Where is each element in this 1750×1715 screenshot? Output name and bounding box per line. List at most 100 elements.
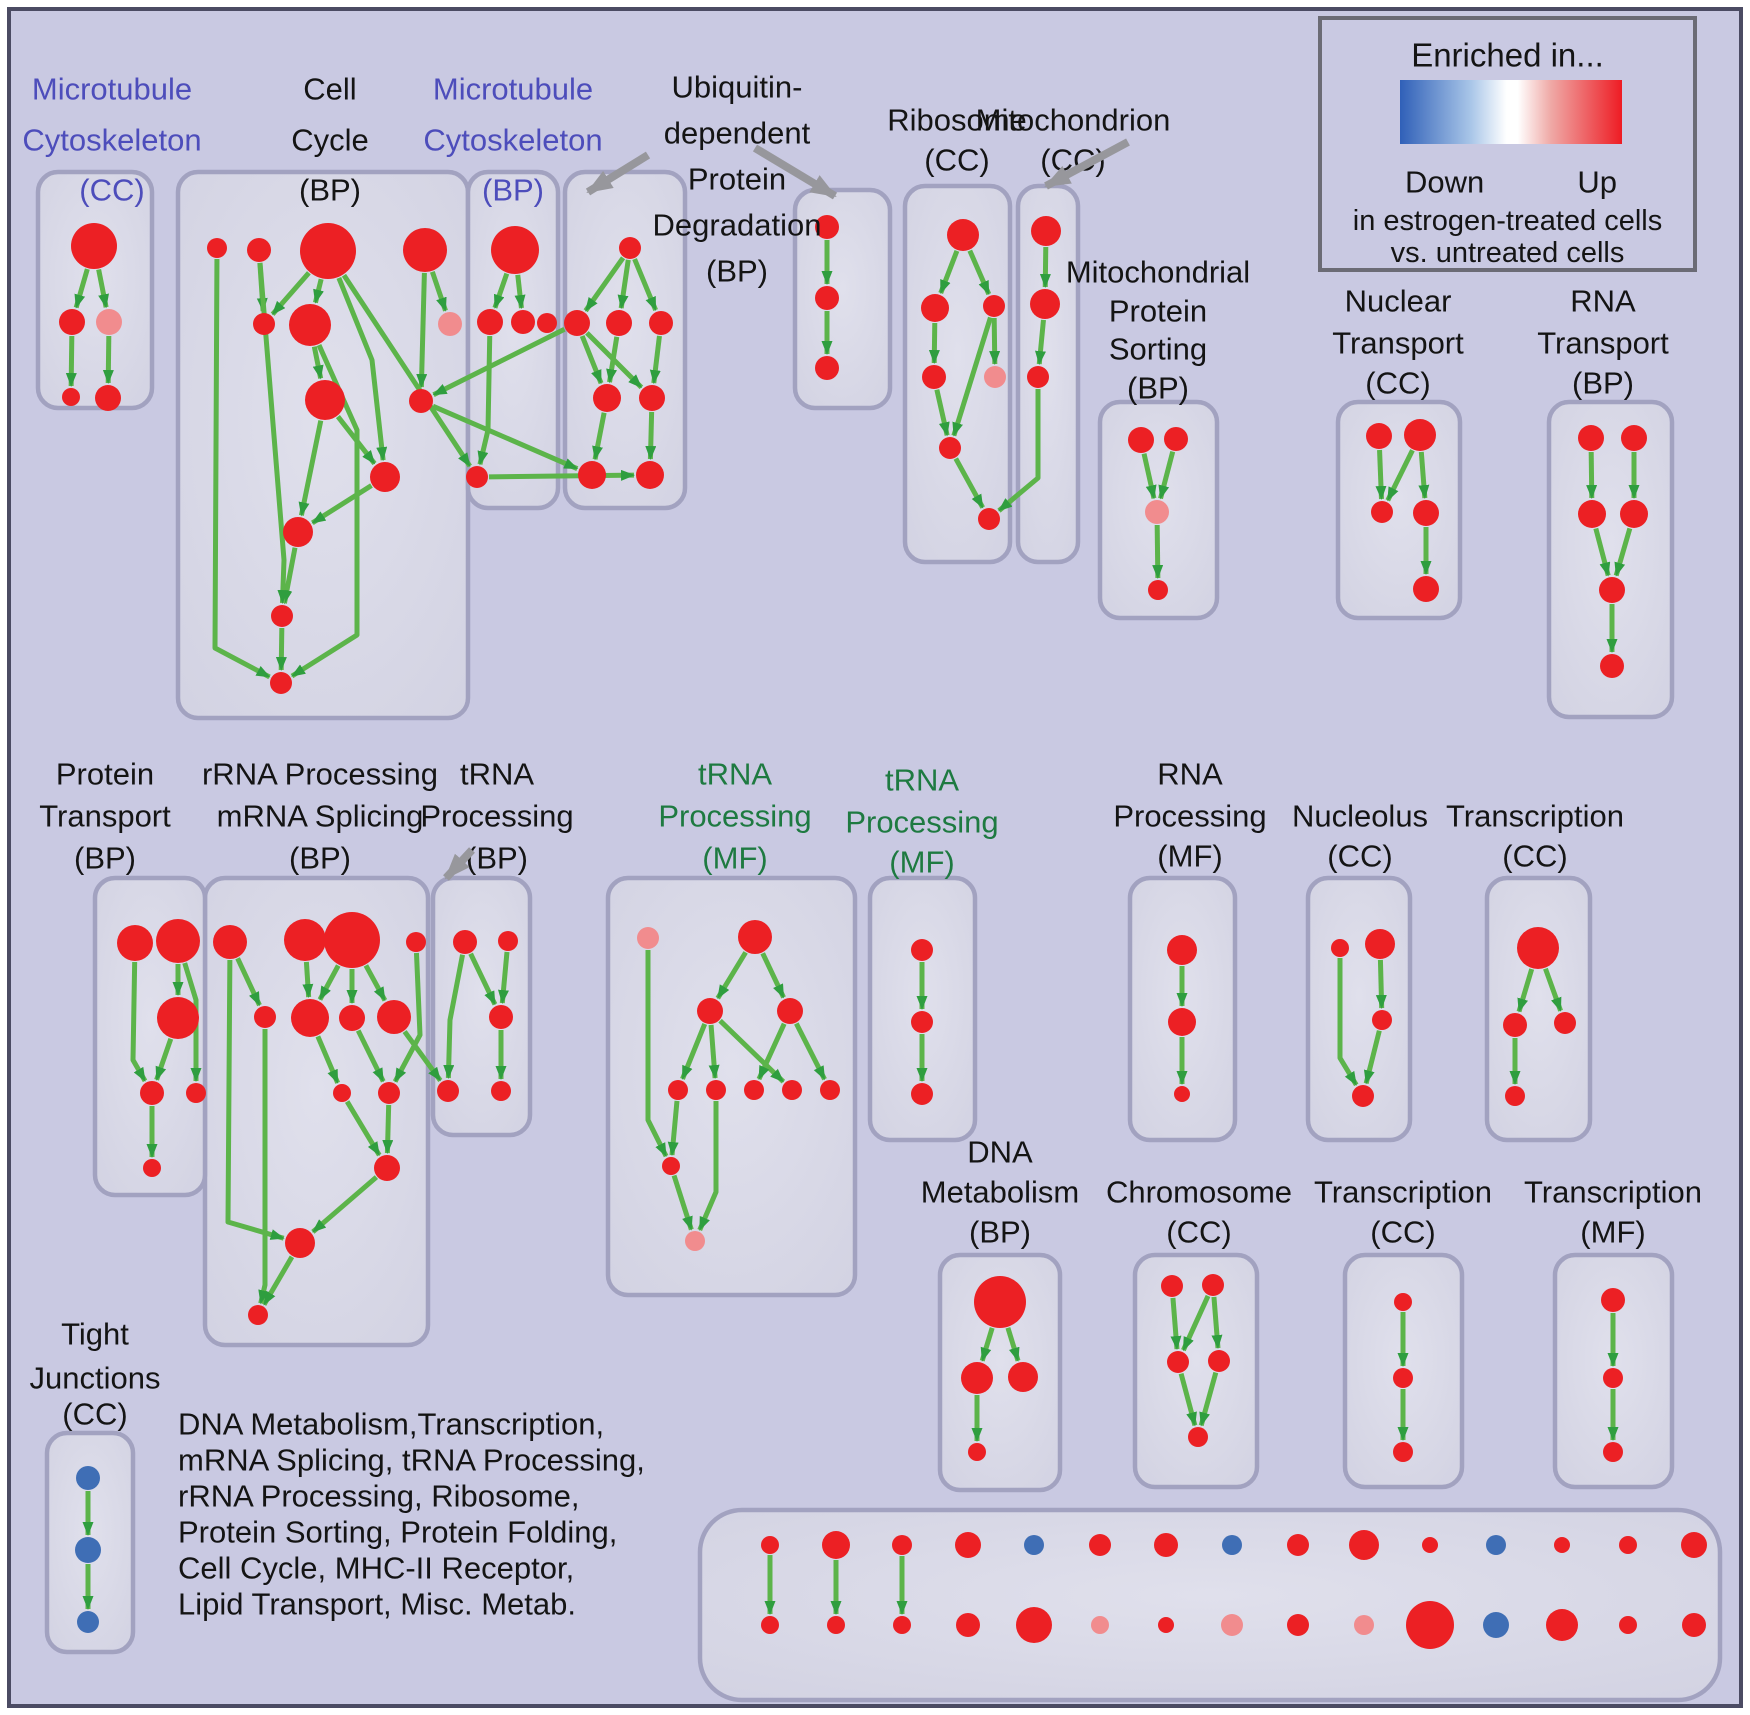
go-term-node-transcription-cc-bottom-2 xyxy=(1393,1442,1413,1462)
go-term-node-transcription-cc-middle-1 xyxy=(1503,1013,1527,1037)
edge-arrow-cell-cycle-bp-11 xyxy=(275,627,287,672)
cluster-label-rna-processing-mf-line-1: Processing xyxy=(1113,799,1266,834)
cross-edge-arrow-4 xyxy=(997,389,1041,513)
edge-arrow-cell-cycle-bp-0 xyxy=(270,271,311,316)
edge-arrow-rrna-processing-mrna-splicing-bp-8 xyxy=(345,1100,382,1157)
go-term-node-miscellaneous-terms-strip-17 xyxy=(893,1616,911,1634)
go-term-node-trna-processing-mf-large-4 xyxy=(668,1080,688,1100)
go-term-node-rrna-processing-mrna-splicing-bp-1 xyxy=(284,919,326,961)
go-term-node-miscellaneous-terms-strip-3 xyxy=(955,1532,981,1558)
legend-gradient-bar xyxy=(1400,80,1622,144)
cluster-label-trna-processing-mf-large-line-1: Processing xyxy=(658,799,811,834)
cluster-label-rna-transport-bp-line-0: RNA xyxy=(1570,284,1636,319)
go-term-node-protein-transport-bp-2 xyxy=(157,997,199,1039)
cluster-label-trna-processing-bp-line-0: tRNA xyxy=(460,757,534,792)
go-term-node-miscellaneous-terms-strip-12 xyxy=(1554,1537,1570,1553)
cluster-label-transcription-mf-line-0: Transcription xyxy=(1524,1175,1702,1210)
go-term-node-transcription-cc-middle-0 xyxy=(1517,927,1559,969)
edge-arrow-trna-processing-mf-large-7 xyxy=(645,950,669,1158)
go-term-node-nucleolus-cc-0 xyxy=(1331,939,1349,957)
go-term-node-miscellaneous-terms-strip-11 xyxy=(1486,1535,1506,1555)
edge-arrow-ubiquitin-dependent-protein-degradation-bp-2 xyxy=(632,258,658,312)
cluster-label-trna-processing-mf-large-line-0: tRNA xyxy=(698,757,772,792)
edge-arrow-microtubule-cytoskeleton-cc-2 xyxy=(65,335,77,388)
cluster-label-rrna-processing-mrna-splicing-bp-line-1: mRNA Splicing xyxy=(217,799,424,834)
go-term-node-ribosome-cc-3 xyxy=(922,365,946,389)
cluster-label-ubiquitin-dependent-protein-degradation-bp-line-1: dependent xyxy=(664,116,811,151)
edge-arrow-cell-cycle-bp-3 xyxy=(416,272,428,389)
cluster-label-protein-transport-bp-line-2: (BP) xyxy=(74,841,136,876)
go-term-node-rna-transport-bp-5 xyxy=(1600,654,1624,678)
edge-arrow-cell-cycle-bp-2 xyxy=(313,278,324,304)
edge-arrow-ubiquitin-dependent-protein-degradation-bp-3 xyxy=(579,335,604,385)
go-term-node-trna-processing-mf-small-0 xyxy=(911,939,933,961)
edge-arrow-ribosome-cc-5 xyxy=(951,316,993,437)
edge-arrow-rrna-processing-mrna-splicing-bp-4 xyxy=(363,964,388,1002)
go-term-node-miscellaneous-terms-strip-1 xyxy=(822,1531,850,1559)
go-term-node-trna-processing-mf-large-6 xyxy=(744,1080,764,1100)
cluster-label-tight-junctions-cc-line-2: (CC) xyxy=(62,1397,127,1432)
cluster-label-dna-metabolism-bp-line-1: Metabolism xyxy=(921,1175,1080,1210)
cluster-label-trna-processing-mf-small-line-0: tRNA xyxy=(885,763,959,798)
go-term-node-ubiquitin-dependent-protein-degradation-bp-0 xyxy=(619,237,641,259)
cluster-label-transcription-cc-bottom-line-0: Transcription xyxy=(1314,1175,1492,1210)
edge-arrow-trna-processing-mf-large-0 xyxy=(715,951,748,1000)
edge-arrow-rna-transport-bp-0 xyxy=(1586,451,1598,500)
go-term-node-rrna-processing-mrna-splicing-bp-9 xyxy=(378,1082,400,1104)
go-term-node-protein-transport-bp-4 xyxy=(186,1083,206,1103)
edge-arrow-mitochondrion-cc-1 xyxy=(1035,319,1046,366)
edge-arrow-trna-processing-mf-large-9 xyxy=(671,1174,694,1231)
misc-terms-note-line-4: Cell Cycle, MHC-II Receptor, xyxy=(178,1551,574,1586)
cluster-label-ubiquitin-dependent-protein-degradation-bp-line-3: Degradation xyxy=(653,208,822,243)
go-term-node-trna-processing-mf-large-1 xyxy=(738,920,772,954)
edge-arrow-trna-processing-bp-2 xyxy=(443,954,466,1080)
go-term-node-chromosome-cc-2 xyxy=(1167,1351,1189,1373)
edge-arrow-cell-cycle-bp-8 xyxy=(298,420,324,517)
cluster-label-trna-processing-bp-line-2: (BP) xyxy=(466,841,528,876)
go-term-node-rna-processing-mf-1 xyxy=(1168,1008,1196,1036)
edge-arrow-cell-cycle-bp-5 xyxy=(311,346,324,380)
edge-arrow-rrna-processing-mrna-splicing-bp-1 xyxy=(302,961,314,999)
cluster-label-chromosome-cc-line-1: (CC) xyxy=(1166,1215,1231,1250)
go-term-node-ubiquitin-dependent-protein-degradation-bp-5 xyxy=(639,385,665,411)
edge-arrow-microtubule-cytoskeleton-bp-0 xyxy=(492,272,510,309)
legend-title: Enriched in... xyxy=(1411,37,1604,74)
cluster-label-mitochondrion-cc-line-0: Mitochondrion xyxy=(976,103,1171,138)
go-term-node-transcription-cc-middle-2 xyxy=(1554,1012,1576,1034)
go-term-node-rrna-processing-mrna-splicing-bp-3 xyxy=(406,932,426,952)
go-term-node-transcription-cc-bottom-1 xyxy=(1393,1368,1413,1388)
edge-arrow-trna-processing-mf-large-8 xyxy=(667,1100,680,1157)
go-term-node-microtubule-cytoskeleton-bp-1 xyxy=(477,309,503,335)
edge-arrow-chromosome-cc-0 xyxy=(1170,1297,1182,1351)
go-term-node-miscellaneous-terms-strip-9 xyxy=(1349,1530,1379,1560)
legend-up-label: Up xyxy=(1577,165,1617,200)
cluster-box-chromosome-cc xyxy=(1132,1252,1260,1490)
go-term-node-miscellaneous-terms-strip-2 xyxy=(892,1535,912,1555)
misc-terms-note-line-1: mRNA Splicing, tRNA Processing, xyxy=(178,1443,645,1478)
go-term-node-miscellaneous-terms-strip-7 xyxy=(1222,1535,1242,1555)
cluster-label-rna-transport-bp-line-1: Transport xyxy=(1537,326,1669,361)
go-term-node-trna-processing-bp-4 xyxy=(491,1081,511,1101)
go-term-node-cell-cycle-bp-5 xyxy=(289,304,331,346)
go-term-node-rrna-processing-mrna-splicing-bp-0 xyxy=(213,925,247,959)
go-term-node-mitochondrial-protein-sorting-bp-0 xyxy=(1128,427,1154,453)
edge-arrow-ubiquitin-dependent-protein-degradation-bp-5 xyxy=(606,336,620,384)
edge-arrow-rna-transport-bp-3 xyxy=(1613,527,1633,577)
cluster-label-microtubule-cytoskeleton-bp-line-0: Microtubule xyxy=(433,72,593,107)
go-term-node-chromosome-cc-0 xyxy=(1161,1275,1183,1297)
cluster-box-nuclear-transport-cc xyxy=(1335,399,1463,621)
edge-arrow-ribosome-cc-3 xyxy=(989,317,1001,366)
go-term-node-miscellaneous-terms-strip-13 xyxy=(1619,1536,1637,1554)
go-term-node-rrna-processing-mrna-splicing-bp-12 xyxy=(248,1305,268,1325)
go-term-node-rrna-processing-mrna-splicing-bp-4 xyxy=(254,1006,276,1028)
cluster-label-dna-metabolism-bp-line-2: (BP) xyxy=(969,1215,1031,1250)
nodes-layer xyxy=(59,215,1707,1649)
go-term-node-nuclear-transport-cc-4 xyxy=(1413,576,1439,602)
label-pointer-arrow-1 xyxy=(752,144,838,200)
legend-down-label: Down xyxy=(1405,165,1484,200)
edge-arrow-rrna-processing-mrna-splicing-bp-6 xyxy=(315,1035,340,1084)
edge-arrow-dna-metabolism-bp-1 xyxy=(1005,1327,1021,1362)
cluster-label-microtubule-cytoskeleton-cc-line-2: (CC) xyxy=(79,173,144,208)
go-term-node-nuclear-transport-cc-2 xyxy=(1371,501,1393,523)
cross-edge-arrow-5 xyxy=(402,1030,443,1082)
